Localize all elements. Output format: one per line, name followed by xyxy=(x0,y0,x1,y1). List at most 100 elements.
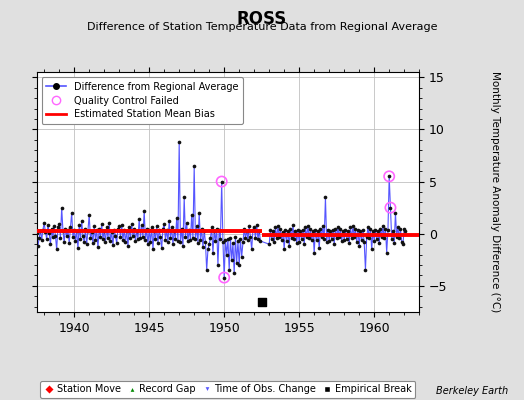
Point xyxy=(227,257,236,263)
Point xyxy=(111,233,119,239)
Point xyxy=(30,228,38,235)
Point xyxy=(326,228,335,234)
Point xyxy=(333,235,341,241)
Point xyxy=(100,228,108,234)
Point xyxy=(69,234,77,240)
Point xyxy=(217,178,226,185)
Point xyxy=(301,224,310,231)
Point xyxy=(251,235,259,241)
Point xyxy=(190,163,199,169)
Point xyxy=(94,244,102,250)
Point xyxy=(172,215,181,221)
Point xyxy=(131,238,139,244)
Point xyxy=(191,236,200,242)
Point xyxy=(38,237,46,243)
Point xyxy=(77,236,85,242)
Point xyxy=(162,226,171,233)
Point xyxy=(309,228,317,234)
Point xyxy=(357,237,366,243)
Point xyxy=(392,234,401,240)
Point xyxy=(394,224,402,231)
Point xyxy=(216,236,225,242)
Legend: Station Move, Record Gap, Time of Obs. Change, Empirical Break: Station Move, Record Gap, Time of Obs. C… xyxy=(40,380,416,398)
Point xyxy=(296,228,304,234)
Point xyxy=(295,239,303,245)
Point xyxy=(386,204,395,211)
Point xyxy=(243,228,251,234)
Point xyxy=(55,221,63,228)
Point xyxy=(241,235,249,241)
Point xyxy=(234,238,242,244)
Point xyxy=(278,237,286,243)
Point xyxy=(95,225,103,232)
Point xyxy=(185,226,193,233)
Point xyxy=(398,239,406,245)
Point xyxy=(334,224,342,231)
Point xyxy=(271,224,280,231)
Point xyxy=(168,224,176,231)
Point xyxy=(304,223,312,230)
Point xyxy=(299,226,307,233)
Point xyxy=(250,224,258,231)
Point xyxy=(391,210,400,216)
Point xyxy=(371,226,379,233)
Point xyxy=(104,235,112,241)
Point xyxy=(40,220,48,226)
Point xyxy=(343,236,351,242)
Point xyxy=(123,228,131,234)
Point xyxy=(330,241,339,247)
Point xyxy=(119,237,127,243)
Point xyxy=(29,236,37,242)
Point xyxy=(120,226,128,233)
Point xyxy=(214,262,222,268)
Point xyxy=(226,235,235,241)
Point xyxy=(34,243,42,250)
Point xyxy=(254,236,262,242)
Point xyxy=(375,240,384,246)
Point xyxy=(46,241,54,247)
Point xyxy=(97,221,106,228)
Point xyxy=(189,235,197,241)
Point xyxy=(78,218,86,224)
Point xyxy=(71,238,80,244)
Point xyxy=(340,237,348,243)
Point xyxy=(385,173,394,180)
Point xyxy=(125,224,134,231)
Point xyxy=(350,234,358,240)
Point xyxy=(129,233,137,239)
Point xyxy=(204,246,212,252)
Point xyxy=(315,245,323,252)
Point xyxy=(31,239,40,245)
Point xyxy=(99,236,107,242)
Point xyxy=(52,246,61,252)
Point xyxy=(257,298,266,305)
Point xyxy=(266,226,275,233)
Point xyxy=(60,239,68,245)
Point xyxy=(139,234,147,240)
Point xyxy=(26,234,35,240)
Point xyxy=(220,274,228,281)
Point xyxy=(285,243,293,250)
Point xyxy=(86,235,95,241)
Point xyxy=(110,226,118,233)
Point xyxy=(150,228,158,234)
Point xyxy=(321,194,330,200)
Point xyxy=(198,225,206,232)
Point xyxy=(235,262,243,268)
Point xyxy=(192,223,201,230)
Point xyxy=(286,225,294,232)
Point xyxy=(364,224,372,231)
Point xyxy=(345,240,353,246)
Point xyxy=(93,226,101,233)
Point xyxy=(401,228,410,234)
Point xyxy=(59,228,67,234)
Point xyxy=(245,223,254,230)
Point xyxy=(194,240,202,246)
Point xyxy=(380,235,388,241)
Point xyxy=(39,226,47,233)
Point xyxy=(369,228,377,234)
Point xyxy=(58,204,66,211)
Point xyxy=(88,228,96,235)
Point xyxy=(390,240,398,246)
Point xyxy=(324,226,332,233)
